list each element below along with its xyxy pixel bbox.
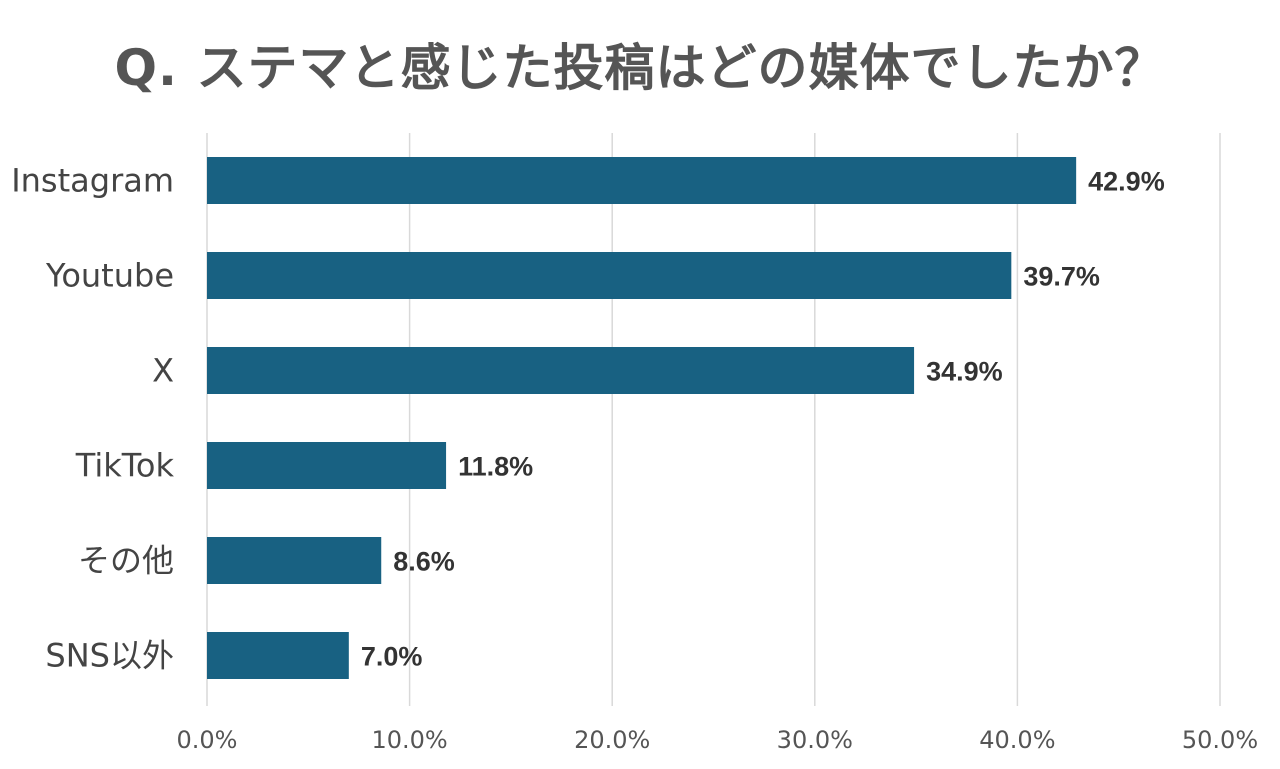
bar-4 [207, 537, 382, 584]
value-label: 42.9% [1088, 167, 1165, 197]
value-label: 8.6% [393, 547, 455, 577]
x-tick-labels: 0.0% 10.0% 20.0% 30.0% 40.0% 50.0% [177, 726, 1259, 754]
bar-2 [207, 347, 915, 394]
category-label: その他 [78, 542, 174, 580]
value-label: 11.8% [458, 452, 533, 482]
bar-3 [207, 442, 447, 489]
value-label: 34.9% [926, 357, 1003, 387]
category-label: X [152, 352, 174, 390]
x-tick-label: 50.0% [1182, 726, 1258, 754]
category-label: Instagram [11, 162, 174, 200]
x-tick-label: 30.0% [777, 726, 853, 754]
gridlines [206, 133, 1221, 706]
category-label: Youtube [45, 257, 174, 295]
bar-1 [207, 252, 1012, 299]
x-tick-label: 10.0% [371, 726, 447, 754]
x-tick-label: 40.0% [979, 726, 1055, 754]
value-label: 39.7% [1023, 262, 1100, 292]
bar-0 [207, 157, 1077, 204]
value-label: 7.0% [361, 642, 423, 672]
value-labels: 42.9% 39.7% 34.9% 11.8% 8.6% 7.0% [361, 167, 1165, 672]
bars [207, 157, 1077, 679]
chart-title: Q. ステマと感じた投稿はどの媒体でしたか？ [114, 39, 1166, 97]
bar-5 [207, 632, 349, 679]
x-tick-label: 20.0% [574, 726, 650, 754]
x-tick-label: 0.0% [177, 726, 238, 754]
category-label: SNS以外 [45, 637, 174, 675]
category-label: TikTok [75, 447, 175, 485]
category-labels: Instagram Youtube X TikTok その他 SNS以外 [11, 162, 174, 675]
